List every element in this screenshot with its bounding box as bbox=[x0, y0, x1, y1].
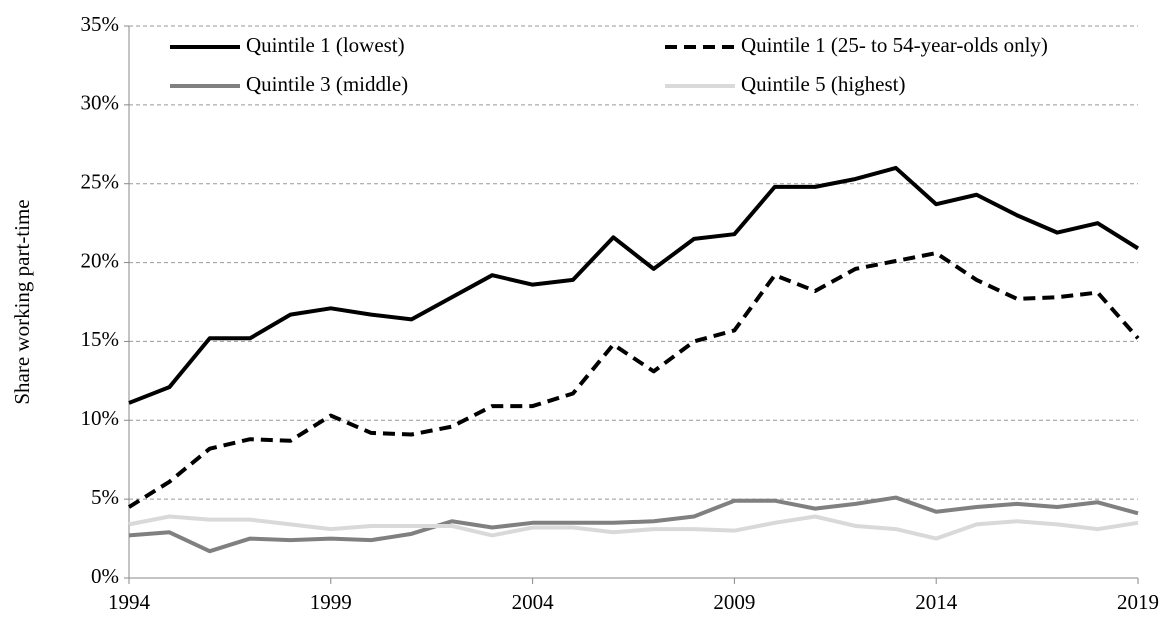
x-tick-label: 1994 bbox=[108, 590, 151, 614]
y-tick-label: 25% bbox=[81, 170, 120, 194]
x-tick-label: 2014 bbox=[915, 590, 958, 614]
x-tick-label: 2009 bbox=[713, 590, 755, 614]
y-tick-label: 20% bbox=[81, 248, 120, 272]
y-tick-label: 30% bbox=[81, 91, 120, 115]
y-tick-label: 35% bbox=[81, 12, 120, 36]
y-axis-label: Share working part-time bbox=[10, 199, 34, 404]
y-tick-label: 5% bbox=[91, 485, 119, 509]
legend-label: Quintile 3 (middle) bbox=[246, 72, 408, 96]
y-tick-label: 15% bbox=[81, 327, 120, 351]
y-tick-label: 10% bbox=[81, 406, 120, 430]
legend-label: Quintile 1 (25- to 54-year-olds only) bbox=[741, 33, 1048, 57]
legend-label: Quintile 5 (highest) bbox=[741, 72, 905, 96]
x-tick-label: 2004 bbox=[512, 590, 555, 614]
legend-label: Quintile 1 (lowest) bbox=[246, 33, 405, 57]
x-tick-label: 2019 bbox=[1117, 590, 1159, 614]
series-line bbox=[128, 495, 1139, 554]
series-line bbox=[128, 165, 1140, 405]
series-line bbox=[127, 251, 1140, 509]
x-tick-label: 1999 bbox=[310, 590, 352, 614]
series-line bbox=[128, 514, 1139, 541]
y-tick-label: 0% bbox=[91, 564, 119, 588]
